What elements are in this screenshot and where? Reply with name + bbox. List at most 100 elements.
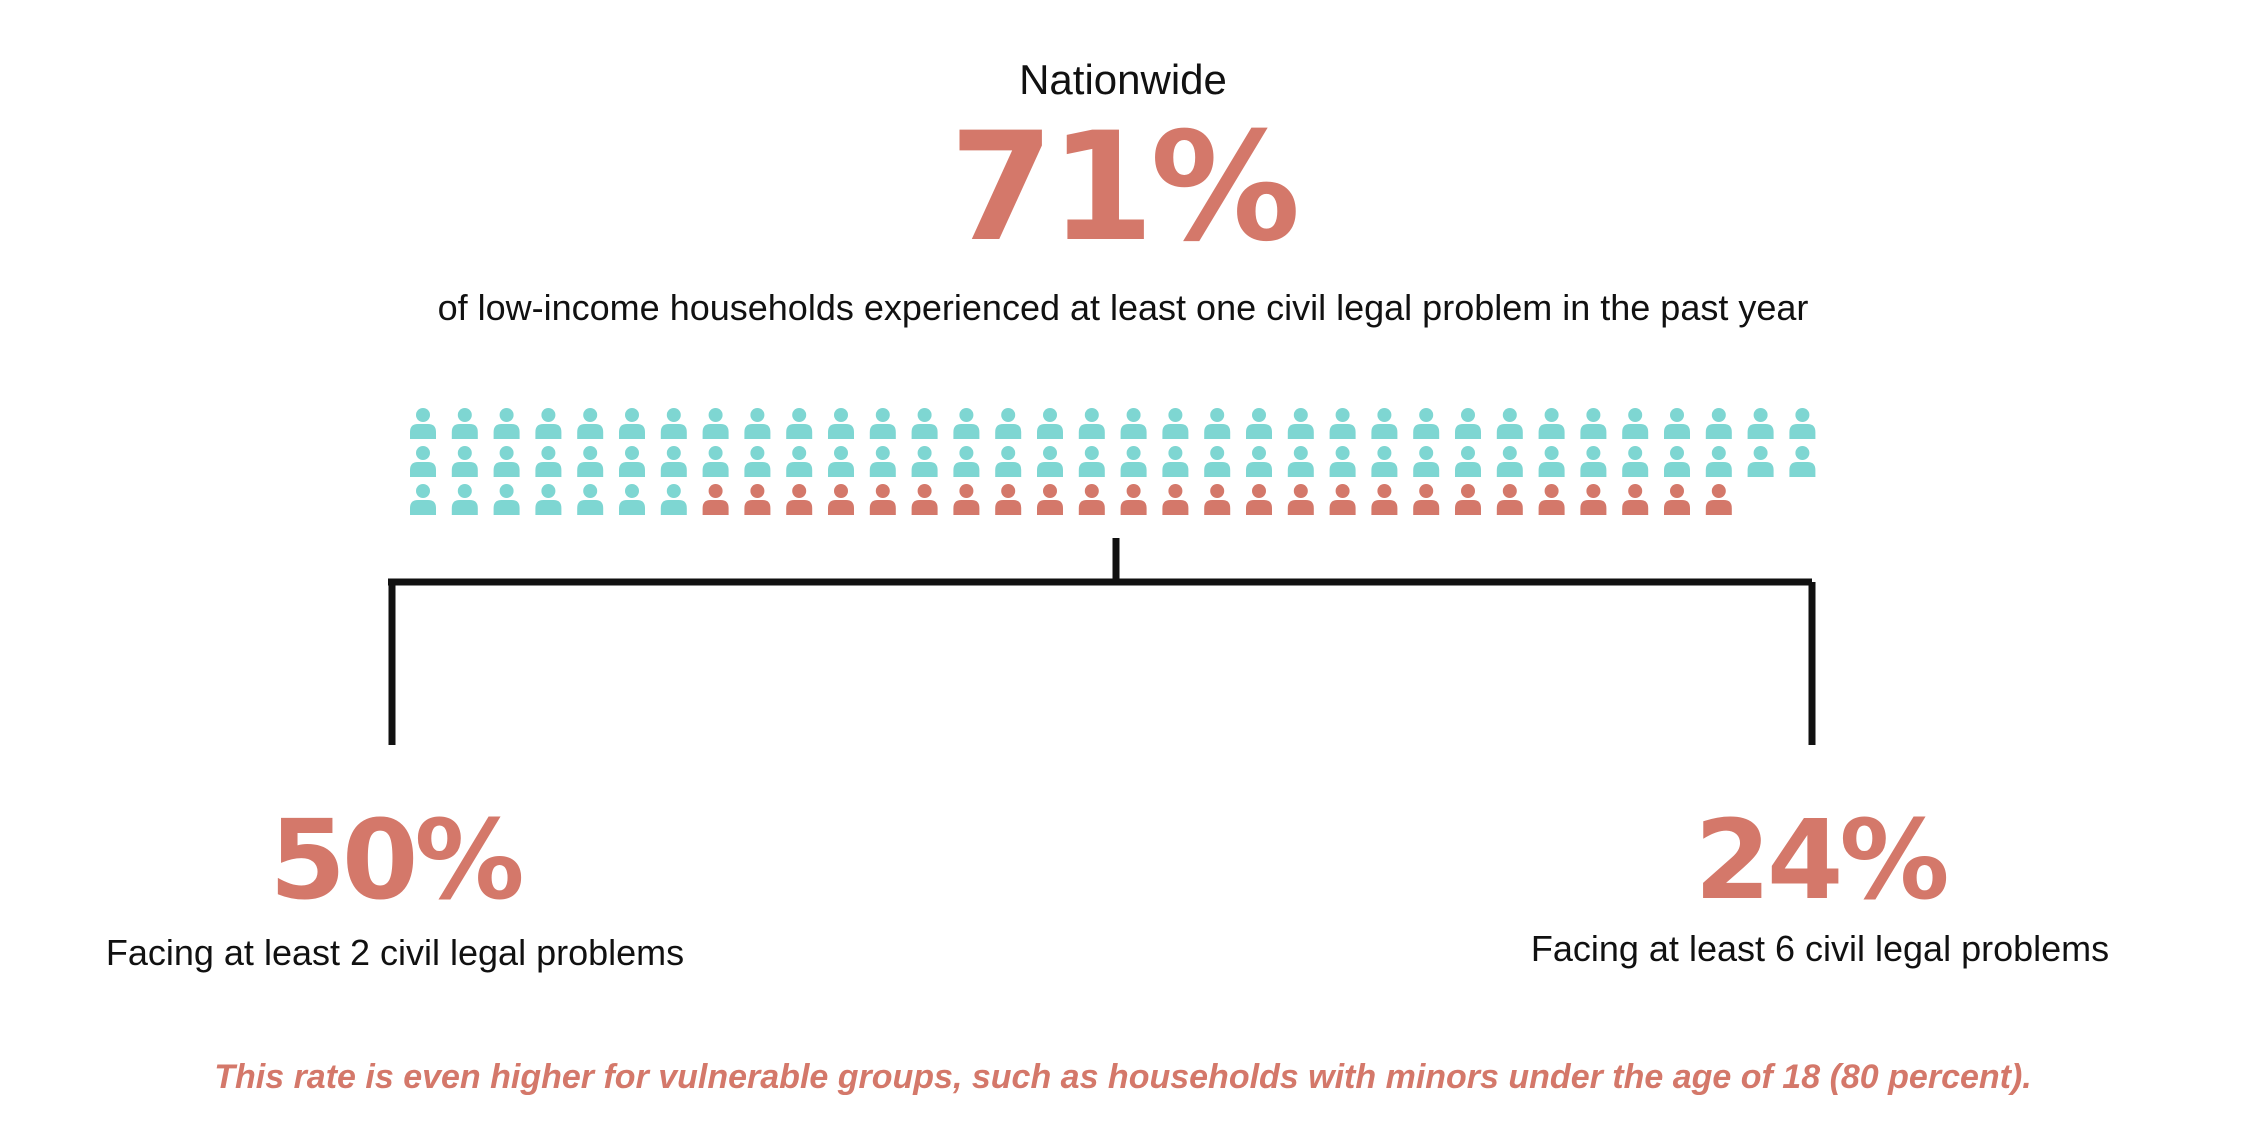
person-icon-highlighted bbox=[1664, 484, 1690, 515]
person-icon bbox=[535, 408, 562, 439]
person-icon-highlighted bbox=[1413, 484, 1440, 515]
person-icon bbox=[1287, 446, 1314, 477]
person-icon-highlighted bbox=[1120, 484, 1147, 515]
person-icon bbox=[1789, 408, 1816, 439]
person-icon bbox=[1204, 446, 1231, 477]
person-icon bbox=[786, 408, 813, 439]
person-icon bbox=[493, 408, 520, 439]
person-icon bbox=[1580, 446, 1607, 477]
person-icon-highlighted bbox=[1037, 484, 1063, 515]
person-icon bbox=[1371, 408, 1398, 439]
person-icon bbox=[1538, 408, 1565, 439]
person-icon-highlighted bbox=[1622, 484, 1649, 515]
person-icon bbox=[1078, 408, 1105, 439]
person-icon bbox=[1329, 446, 1356, 477]
person-icon bbox=[1078, 446, 1105, 477]
person-icon-highlighted bbox=[1204, 484, 1231, 515]
main-percentage: 71% bbox=[949, 101, 1300, 275]
person-icon-highlighted bbox=[953, 484, 980, 515]
person-icon-highlighted bbox=[1580, 484, 1607, 515]
person-icon bbox=[660, 484, 687, 515]
person-icon bbox=[1162, 408, 1189, 439]
footnote: This rate is even higher for vulnerable … bbox=[214, 1058, 2032, 1096]
person-icon bbox=[953, 408, 980, 439]
page-heading: Nationwide bbox=[1019, 56, 1227, 103]
person-icon bbox=[660, 408, 687, 439]
person-icon bbox=[1120, 446, 1147, 477]
person-icon bbox=[702, 408, 729, 439]
person-icon-highlighted bbox=[828, 484, 854, 515]
person-icon bbox=[1580, 408, 1607, 439]
person-icon bbox=[493, 446, 520, 477]
person-icon-highlighted bbox=[1078, 484, 1105, 515]
person-icon-highlighted bbox=[786, 484, 813, 515]
person-icon bbox=[828, 446, 854, 477]
person-icon-highlighted bbox=[1455, 484, 1481, 515]
person-icon-highlighted bbox=[1162, 484, 1189, 515]
person-icon bbox=[451, 408, 478, 439]
person-icon-highlighted bbox=[1496, 484, 1523, 515]
person-icon bbox=[995, 408, 1022, 439]
person-icon-highlighted bbox=[911, 484, 938, 515]
right-label: Facing at least 6 civil legal problems bbox=[1530, 928, 2110, 969]
person-icon bbox=[577, 446, 604, 477]
person-icon bbox=[744, 408, 771, 439]
person-icon bbox=[410, 408, 436, 439]
main-description: of low-income households experienced at … bbox=[437, 287, 1809, 328]
person-icon bbox=[660, 446, 687, 477]
person-icon-highlighted bbox=[702, 484, 729, 515]
person-icon bbox=[1622, 408, 1649, 439]
person-icon bbox=[1246, 446, 1272, 477]
left-label: Facing at least 2 civil legal problems bbox=[105, 932, 685, 973]
person-icon bbox=[577, 408, 604, 439]
person-icon bbox=[1413, 408, 1440, 439]
person-icon-highlighted bbox=[1246, 484, 1272, 515]
person-icon bbox=[1455, 446, 1481, 477]
person-icon bbox=[1120, 408, 1147, 439]
person-icon bbox=[1705, 408, 1732, 439]
person-icon bbox=[1287, 408, 1314, 439]
person-icon-highlighted bbox=[995, 484, 1022, 515]
person-icon bbox=[410, 446, 436, 477]
person-icon bbox=[1747, 446, 1774, 477]
person-icon-highlighted bbox=[744, 484, 771, 515]
person-icon bbox=[869, 446, 896, 477]
person-icon bbox=[911, 408, 938, 439]
person-icon bbox=[535, 484, 562, 515]
person-icon bbox=[1747, 408, 1774, 439]
person-icon bbox=[1329, 408, 1356, 439]
person-icon bbox=[1496, 446, 1523, 477]
person-icon bbox=[995, 446, 1022, 477]
person-icon bbox=[619, 408, 645, 439]
person-icon bbox=[744, 446, 771, 477]
person-icon bbox=[619, 484, 645, 515]
person-icon bbox=[451, 446, 478, 477]
person-icon bbox=[451, 484, 478, 515]
person-icon bbox=[1789, 446, 1816, 477]
person-icon bbox=[1455, 408, 1481, 439]
person-icon bbox=[1037, 446, 1063, 477]
person-icon bbox=[953, 446, 980, 477]
left-percentage: 50% bbox=[269, 796, 524, 924]
person-icon bbox=[869, 408, 896, 439]
person-icon bbox=[702, 446, 729, 477]
person-icon bbox=[1538, 446, 1565, 477]
person-icon bbox=[619, 446, 645, 477]
person-icon bbox=[1496, 408, 1523, 439]
person-icon bbox=[1371, 446, 1398, 477]
person-icon bbox=[577, 484, 604, 515]
person-icon-highlighted bbox=[1705, 484, 1732, 515]
person-icon bbox=[1413, 446, 1440, 477]
person-icon bbox=[1705, 446, 1732, 477]
person-icon-highlighted bbox=[1287, 484, 1314, 515]
person-icon-highlighted bbox=[1329, 484, 1356, 515]
person-icon bbox=[1037, 408, 1063, 439]
person-icon bbox=[828, 408, 854, 439]
person-icon bbox=[1246, 408, 1272, 439]
person-icon bbox=[786, 446, 813, 477]
person-icon bbox=[1622, 446, 1649, 477]
right-percentage: 24% bbox=[1694, 796, 1949, 924]
person-icon bbox=[1664, 446, 1690, 477]
